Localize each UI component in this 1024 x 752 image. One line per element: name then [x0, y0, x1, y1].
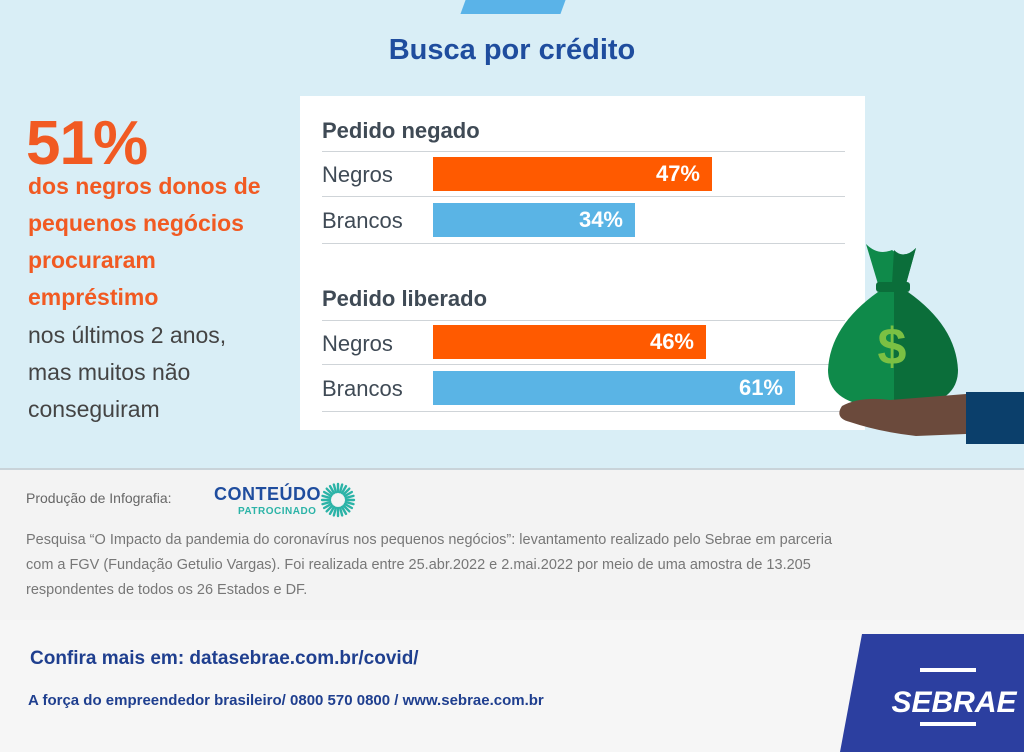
money-bag-icon: $: [828, 244, 1024, 444]
bar-value-label: 61%: [738, 375, 783, 400]
source-line-2: com a FGV (Fundação Getulio Vargas). Foi…: [26, 557, 811, 573]
divider: [322, 411, 845, 412]
divider: [322, 196, 845, 197]
bar-denied-negros: 47%: [433, 157, 712, 191]
top-accent-tab: [460, 0, 566, 14]
category-label: Negros: [322, 331, 393, 356]
source-line-3: respondentes de todos os 26 Estados e DF…: [26, 582, 308, 598]
chart-panel: Pedido negado Negros 47% Brancos 34% Ped…: [300, 96, 865, 430]
more-info-link[interactable]: Confira mais em: datasebrae.com.br/covid…: [30, 648, 419, 669]
divider: [322, 364, 845, 365]
bar-approved-brancos: 61%: [433, 371, 795, 405]
bar-value-label: 46%: [649, 329, 694, 354]
highlight-line-6: mas muitos não: [28, 359, 191, 385]
page-title: Busca por crédito: [388, 34, 636, 66]
highlight-line-1: dos negros donos de: [28, 173, 261, 199]
tagline: A força do empreendedor brasileiro/ 0800…: [28, 692, 544, 709]
highlight-line-3: procuraram: [28, 247, 156, 273]
sebrae-logo-text: SEBRAE: [891, 686, 1017, 719]
patrocinado-logo-text: PATROCINADO: [238, 506, 317, 517]
divider: [322, 243, 845, 244]
highlight-line-4: empréstimo: [28, 284, 159, 310]
chart-title-approved: Pedido liberado: [322, 286, 488, 311]
highlight-line-2: pequenos negócios: [28, 210, 244, 236]
bar-value-label: 47%: [655, 161, 700, 186]
bar-denied-brancos: 34%: [433, 203, 635, 237]
highlight-line-5: nos últimos 2 anos,: [28, 322, 227, 348]
source-section: Produção de Infografia: CONTEÚDO PATROCI…: [0, 468, 1024, 620]
svg-text:$: $: [878, 318, 907, 376]
conteudo-logo-text: CONTEÚDO: [214, 484, 321, 504]
chart-title-denied: Pedido negado: [322, 118, 480, 143]
source-line-1: Pesquisa “O Impacto da pandemia do coron…: [26, 532, 833, 548]
highlight-line-7: conseguiram: [28, 396, 160, 422]
footer: Confira mais em: datasebrae.com.br/covid…: [0, 620, 1024, 752]
production-label: Produção de Infografia:: [26, 490, 172, 506]
bar-approved-negros: 46%: [433, 325, 706, 359]
header-area: Busca por crédito 51% dos negros donos d…: [0, 0, 1024, 468]
divider: [322, 151, 845, 152]
highlight-percent: 51%: [26, 109, 148, 178]
category-label: Brancos: [322, 208, 403, 233]
conteudo-logo-icon: [320, 482, 356, 518]
bar-value-label: 34%: [578, 207, 623, 232]
divider: [322, 320, 845, 321]
category-label: Negros: [322, 162, 393, 187]
sebrae-logo: SEBRAE: [840, 634, 1024, 752]
category-label: Brancos: [322, 376, 403, 401]
